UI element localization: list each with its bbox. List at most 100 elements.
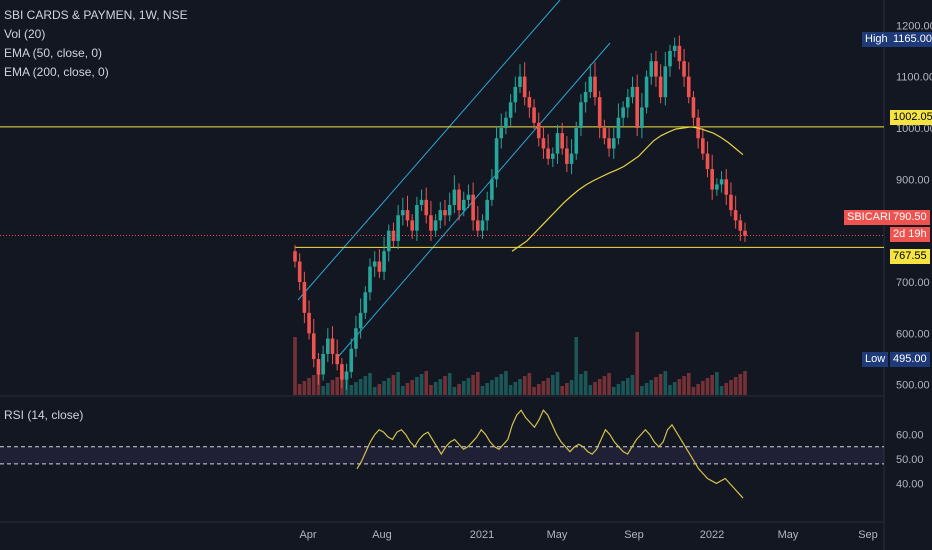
candle [569,153,574,164]
volume-bar [302,381,307,395]
chart-title: SBI CARDS & PAYMEN, 1W, NSE [4,8,188,22]
candle [541,138,546,149]
candle [316,359,321,375]
volume-bar [696,384,700,395]
candle [593,76,597,98]
candle [297,261,302,283]
candle [555,133,560,154]
volume-bar [682,376,686,395]
volume-bar [593,382,597,395]
candle [513,86,518,103]
candle [419,199,424,205]
volume-bar [649,380,654,395]
volume-bar [326,383,330,395]
time-tick: Sep [624,529,644,541]
ema50-line [511,126,744,252]
volume-bar [635,332,639,395]
volume-bar [640,386,644,395]
candle [686,76,691,98]
legend-ema200: EMA (200, close, 0) [4,65,109,79]
candle [490,179,494,200]
volume-bar [644,383,649,395]
candle [368,266,372,293]
volume-bar [658,374,663,395]
candle [738,220,743,231]
candle [522,76,527,98]
volume-bar [447,373,452,395]
rsi-tick: 40.00 [896,478,924,490]
volume-bar [386,378,391,395]
volume-bar [433,382,438,395]
volume-bar [363,376,368,395]
candle [424,199,429,216]
volume-bar [354,382,358,395]
volume-bar [368,373,372,395]
volume-bar [391,375,396,395]
candle [386,230,391,252]
volume-bar [396,372,400,395]
volume-bar [565,383,569,395]
volume-bar [663,371,668,395]
candle [546,148,550,159]
volume-bar [527,373,532,395]
volume-bar [349,385,354,395]
volume-bar [461,381,466,395]
volume-bar [429,385,433,395]
legend-ema50: EMA (50, close, 0) [4,46,103,60]
price-tick: 900.00 [896,174,930,186]
candle [729,194,733,211]
candle [635,86,639,128]
volume-bar [574,337,579,395]
volume-bar [551,375,555,395]
candle [508,102,513,118]
volume-bar [499,374,504,395]
symbol-label: SBICARD [844,210,899,225]
volume-bar [471,375,475,395]
candle [447,205,452,216]
volume-bar [560,386,564,395]
candle [504,117,508,128]
volume-bar [686,373,691,395]
high-value: 1165.00 [890,32,932,47]
candle [701,138,705,154]
volume-bar [508,385,513,395]
candle [340,364,344,380]
candle [640,107,644,128]
candle [691,97,696,118]
price-tick: 500.00 [896,380,930,392]
candle [574,127,579,154]
volume-bar [372,387,377,395]
volume-bar [443,376,447,395]
volume-bar [297,384,302,395]
candle [401,210,405,216]
volume-bar [415,377,419,395]
candle [382,251,386,272]
level-bottom-label: 767.55 [890,249,930,264]
volume-bar [743,371,747,395]
volume-bar [452,387,457,395]
high-label: High [862,32,891,47]
candle [480,220,485,231]
volume-bar [677,379,682,395]
volume-bar [457,384,461,395]
volume-bar [490,380,494,395]
candle [391,230,396,241]
rsi-tick: 60.00 [896,430,924,442]
candle [321,353,325,375]
candle [494,138,499,180]
volume-bar [311,375,316,395]
axes: 1200.001100.001000.00900.00800.00700.006… [299,20,932,541]
candle [597,97,602,128]
volume-bar [579,374,583,395]
candle [471,194,475,221]
candle [733,210,738,221]
volume-bar [377,384,382,395]
candle [518,76,522,87]
volume-bar [494,377,499,395]
candle [719,179,724,185]
candle [672,45,677,51]
candle [616,117,621,139]
low-label: Low [862,352,889,367]
volume-bar [476,372,480,395]
